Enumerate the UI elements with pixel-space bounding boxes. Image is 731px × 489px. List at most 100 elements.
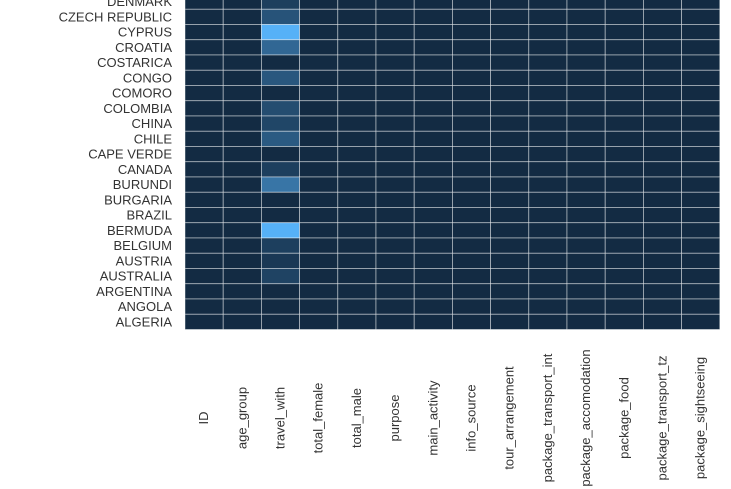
heatmap-cell (337, 268, 377, 285)
heatmap-cell (451, 176, 491, 193)
heatmap-cell (604, 85, 644, 102)
heatmap-cell (490, 161, 530, 178)
heatmap-cell (643, 69, 683, 86)
heatmap-cell (222, 24, 262, 41)
heatmap-cell (451, 85, 491, 102)
heatmap-cell (681, 176, 721, 193)
heatmap-cell (337, 69, 377, 86)
heatmap-cell (375, 100, 415, 117)
heatmap-cell (451, 222, 491, 239)
heatmap-cell (643, 100, 683, 117)
heatmap-cell (299, 313, 339, 330)
heatmap-cell (451, 161, 491, 178)
heatmap-cell (451, 69, 491, 86)
heatmap-cell (566, 54, 606, 71)
y-tick-label: CANADA (118, 162, 173, 177)
heatmap-cell (222, 252, 262, 269)
heatmap-cell (375, 54, 415, 71)
heatmap-cell (222, 115, 262, 132)
heatmap-cell (260, 69, 300, 86)
heatmap-cell (337, 130, 377, 147)
y-tick-label: COSTARICA (97, 55, 172, 70)
heatmap-cell (604, 237, 644, 254)
heatmap-cell (681, 313, 721, 330)
heatmap-cell (643, 207, 683, 224)
heatmap-cell (681, 115, 721, 132)
heatmap-cell (643, 283, 683, 300)
heatmap-cell (222, 268, 262, 285)
heatmap-cell (260, 161, 300, 178)
heatmap-cell (184, 298, 224, 315)
heatmap-cell (643, 130, 683, 147)
heatmap-cell (528, 115, 568, 132)
heatmap-cell (566, 252, 606, 269)
heatmap-cell (299, 54, 339, 71)
heatmap-cell (260, 268, 300, 285)
heatmap-cell (566, 69, 606, 86)
y-tick-label: BERMUDA (107, 223, 172, 238)
heatmap-cell (451, 268, 491, 285)
heatmap-cell (375, 176, 415, 193)
heatmap-cell (451, 0, 491, 10)
heatmap-cell (184, 313, 224, 330)
heatmap-cell (222, 54, 262, 71)
heatmap-cell (528, 130, 568, 147)
heatmap-cell (222, 8, 262, 25)
heatmap-cell (604, 54, 644, 71)
heatmap-cell (528, 191, 568, 208)
heatmap-cell (260, 252, 300, 269)
heatmap-cell (260, 115, 300, 132)
heatmap-cell (413, 176, 453, 193)
heatmap-cell (299, 8, 339, 25)
heatmap-cell (184, 222, 224, 239)
heatmap-cell (451, 313, 491, 330)
heatmap-cell (528, 176, 568, 193)
heatmap-cell (604, 0, 644, 10)
y-tick-label: CAPE VERDE (88, 147, 172, 162)
y-tick-label: BELGIUM (113, 238, 172, 253)
heatmap-cell (260, 100, 300, 117)
heatmap-cell (299, 161, 339, 178)
heatmap-cell (451, 24, 491, 41)
heatmap-cell (413, 146, 453, 163)
heatmap-cell (681, 191, 721, 208)
heatmap-cell (337, 0, 377, 10)
heatmap-cell (566, 283, 606, 300)
heatmap-cell (337, 100, 377, 117)
heatmap-cell (413, 222, 453, 239)
heatmap-cell (299, 0, 339, 10)
heatmap-cell (260, 191, 300, 208)
heatmap-cell (604, 24, 644, 41)
heatmap-cell (260, 237, 300, 254)
heatmap-cell (566, 176, 606, 193)
heatmap-cell (681, 100, 721, 117)
heatmap-cell (260, 39, 300, 56)
y-tick-label: CROATIA (115, 40, 172, 55)
heatmap-cell (260, 130, 300, 147)
heatmap-cell (299, 130, 339, 147)
heatmap-cells (184, 0, 721, 330)
heatmap-cell (566, 161, 606, 178)
heatmap-cell (566, 39, 606, 56)
y-tick-label: AUSTRIA (116, 253, 173, 268)
heatmap-cell (490, 54, 530, 71)
x-tick-label: travel_with (273, 387, 288, 449)
heatmap-cell (643, 222, 683, 239)
heatmap-cell (184, 176, 224, 193)
heatmap-cell (222, 146, 262, 163)
x-tick-label: tour_arrangement (502, 366, 517, 470)
x-tick-label: total_male (349, 388, 364, 448)
heatmap-cell (451, 39, 491, 56)
heatmap-cell (490, 69, 530, 86)
heatmap-cell (528, 237, 568, 254)
y-tick-label: ALGERIA (116, 314, 173, 329)
heatmap-cell (375, 8, 415, 25)
heatmap-cell (299, 85, 339, 102)
heatmap-cell (490, 146, 530, 163)
x-tick-label: package_transport_tz (655, 355, 670, 480)
heatmap-cell (681, 252, 721, 269)
heatmap-cell (337, 115, 377, 132)
heatmap-cell (184, 100, 224, 117)
